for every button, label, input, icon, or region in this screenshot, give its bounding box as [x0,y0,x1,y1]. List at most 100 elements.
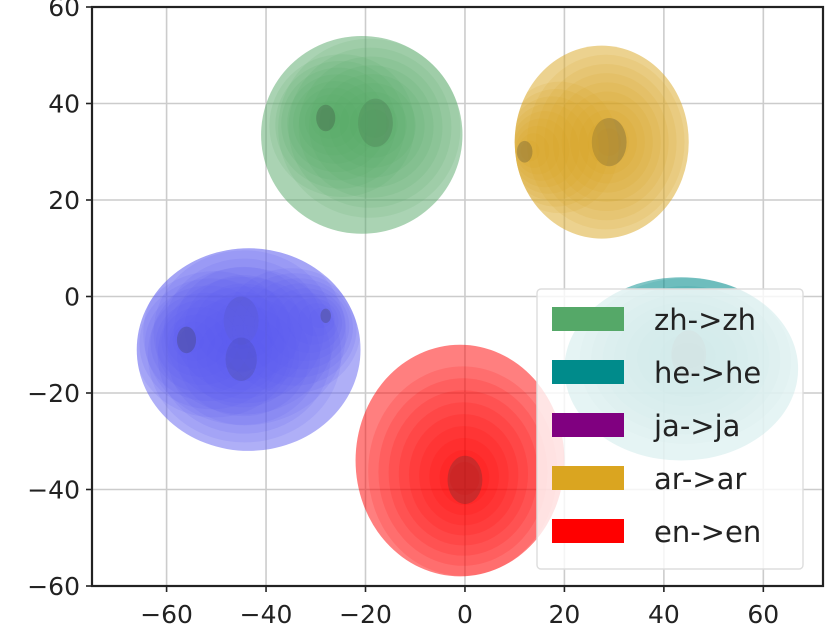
contour-level [368,366,558,576]
x-tick-label: 0 [457,600,473,629]
density-peak [447,455,483,504]
contour-level [520,140,540,162]
contour-level [215,299,269,349]
legend-label: ja->ja [653,409,740,443]
contour-level [172,321,216,361]
density-peak [223,296,259,345]
x-tick-label: −40 [240,600,293,629]
contour-level [378,378,548,566]
contour-level [360,109,389,138]
contour-level [316,107,340,131]
density-ar->ar [514,45,689,239]
contour-level [329,82,416,168]
contour-level [339,91,407,158]
contour-level [167,314,227,369]
contour-level [177,296,310,417]
contour-level [254,283,350,370]
contour-level [419,426,509,526]
legend-label: ar->ar [654,462,746,496]
contour-level [147,267,342,443]
contour-level [187,306,300,408]
contour-level [136,271,296,418]
contour-level [514,81,619,214]
y-tick-label: −20 [27,379,80,408]
contour-level [596,128,622,156]
contour-level [275,60,406,189]
legend-box [536,288,804,570]
legend: zh->zh he->he ja->ja ar->ar en->en [536,288,804,570]
contour-level [310,101,350,139]
axis-ticks: −60 −40 −20 0 20 40 60 −60 −40 −20 0 20 40 60 [27,0,779,629]
contour-level [544,73,669,212]
contour-level [216,335,268,382]
contour-level [535,63,677,221]
legend-swatch [552,307,624,331]
density-zh->zh [261,35,463,234]
density-en->en [355,344,565,577]
contour-level [514,89,609,207]
density-peak [225,337,257,381]
contour-level [355,344,565,577]
contour-level [308,65,434,188]
contour-level [144,285,273,402]
contour-level [319,74,425,178]
y-tick-label: 60 [48,0,80,22]
contour-level [299,87,368,156]
contour-level [570,100,645,184]
contour-level [243,278,353,378]
legend-swatch [552,519,624,543]
contour-level [408,414,519,536]
contour-level [293,81,378,164]
contour-level [298,56,443,198]
density-series-5 [136,248,361,451]
contour-level [136,248,361,451]
contour-level [206,325,279,390]
contour-level [261,35,463,234]
contour-level [161,307,239,377]
contour-level [514,111,580,188]
contour-level [205,291,280,360]
contour-level [514,45,689,239]
x-tick-label: 60 [747,600,779,629]
legend-swatch [552,466,624,490]
contour-level [178,329,204,353]
contour-level [309,308,332,329]
contour-level [578,109,637,175]
y-tick-label: 0 [64,283,80,312]
contour-level [232,273,357,386]
contour-level [153,250,335,415]
contour-level [515,125,560,175]
legend-label: he->he [654,356,761,390]
density-peak [516,140,533,163]
contour-level [194,283,291,371]
contour-level [174,266,313,393]
contour-level [167,286,321,425]
contour-level [276,293,343,353]
contour-level [265,288,346,362]
legend-label: zh->zh [654,303,756,337]
y-tick-label: −60 [27,572,80,601]
contour-level [225,308,258,338]
contour-level [196,315,289,399]
contour-level [269,54,415,197]
contour-level [398,402,529,546]
legend-label: en->en [654,515,761,549]
contour-level [281,67,396,181]
y-tick-label: −40 [27,476,80,505]
density-peak [591,117,627,167]
contour-level [518,133,550,168]
contour-level [527,54,685,230]
x-tick-label: 20 [549,600,581,629]
legend-swatch [552,413,624,437]
contour-level [226,344,257,373]
x-tick-label: −60 [140,600,193,629]
contour-level [184,275,302,382]
contour-level [514,103,590,194]
density-peak [316,104,336,132]
x-tick-label: −20 [339,600,392,629]
contour-level [429,438,499,516]
contour-level [156,300,250,385]
contour-level [439,449,490,506]
contour-level [221,268,361,394]
